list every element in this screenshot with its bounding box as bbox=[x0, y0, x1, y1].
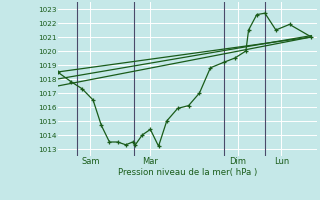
X-axis label: Pression niveau de la mer( hPa ): Pression niveau de la mer( hPa ) bbox=[117, 168, 257, 177]
